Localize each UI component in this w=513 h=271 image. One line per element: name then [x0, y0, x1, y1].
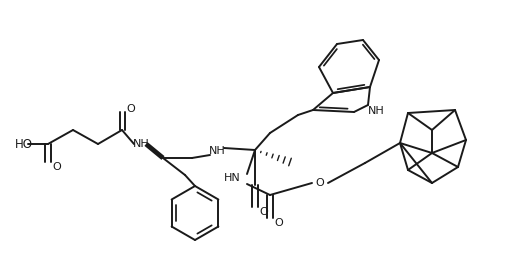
- Text: NH: NH: [368, 106, 384, 116]
- Text: O: O: [315, 178, 324, 188]
- Text: O: O: [126, 104, 135, 114]
- Text: NH: NH: [133, 139, 149, 149]
- Text: O: O: [274, 218, 283, 228]
- Text: HO: HO: [15, 137, 33, 150]
- Text: O: O: [52, 162, 61, 172]
- Text: NH: NH: [209, 146, 225, 156]
- Text: HN: HN: [224, 173, 241, 183]
- Text: O: O: [259, 207, 268, 217]
